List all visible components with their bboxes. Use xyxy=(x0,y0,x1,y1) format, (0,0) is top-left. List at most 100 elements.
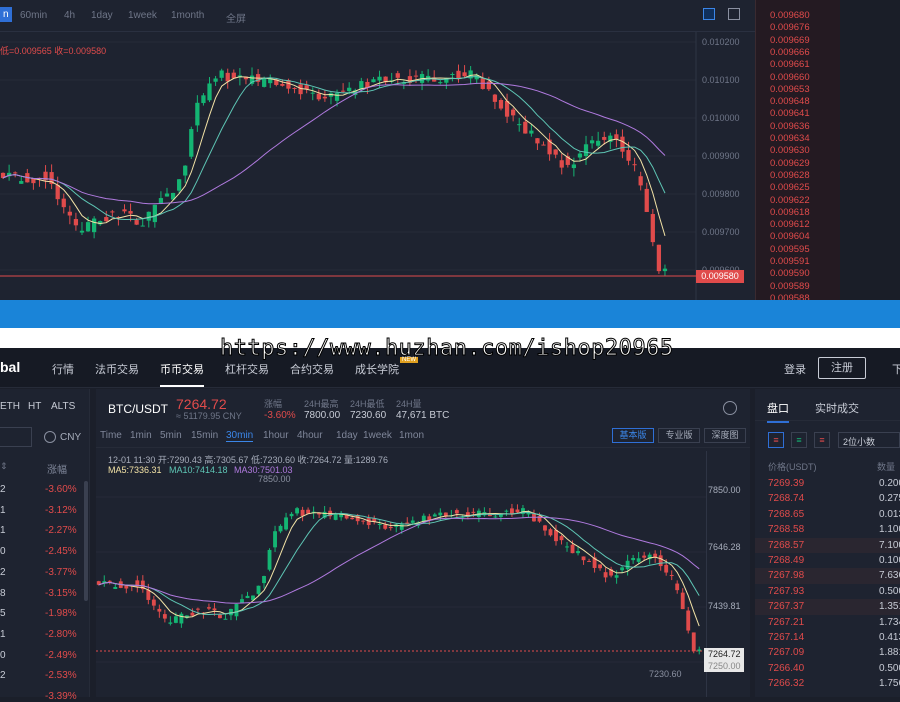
tab-orderbook[interactable]: 盘口 xyxy=(767,400,789,423)
ask-row[interactable]: 7268.58 1.100 xyxy=(755,522,900,537)
candle-body xyxy=(471,511,476,513)
market-row-left[interactable]: 2 xyxy=(0,566,6,578)
bars-icon[interactable] xyxy=(728,8,740,20)
tf-1min[interactable]: 1min xyxy=(130,430,152,441)
tf-1hour[interactable]: 1hour xyxy=(263,430,289,441)
market-row-left[interactable]: 1 xyxy=(0,525,6,537)
tf-1day[interactable]: 1day xyxy=(91,10,113,21)
market-row-left[interactable]: 5 xyxy=(0,608,6,620)
candle-body xyxy=(73,219,79,226)
view-asks-icon[interactable]: ≡ xyxy=(814,432,830,448)
ask-row[interactable]: 7267.98 7.636 xyxy=(755,568,900,584)
nav-fiat[interactable]: 法币交易 xyxy=(95,364,139,376)
tf-4hour[interactable]: 4hour xyxy=(297,430,323,441)
candle-body xyxy=(140,225,145,227)
ask-price: 7268.58 xyxy=(768,524,805,536)
ask-row[interactable]: 7266.32 1.756 xyxy=(755,676,900,691)
view-both-icon[interactable]: ≡ xyxy=(768,432,784,448)
candle-body xyxy=(462,72,467,77)
ask-amount: 7.636 xyxy=(879,570,900,582)
ask-row[interactable]: 7268.49 0.100 xyxy=(755,553,900,568)
tab-ht[interactable]: HT xyxy=(28,401,42,412)
hide-eye-icon[interactable] xyxy=(723,401,737,415)
candle-body xyxy=(359,81,364,90)
candle-body xyxy=(49,172,54,185)
ask-row[interactable]: 7267.21 1.734 xyxy=(755,615,900,630)
tf-1day[interactable]: 1day xyxy=(336,430,358,441)
market-row-left[interactable]: 1 xyxy=(0,628,6,640)
candle-body xyxy=(636,558,641,562)
candle-body xyxy=(267,549,272,570)
candle-body xyxy=(405,522,410,524)
tf-1mon[interactable]: 1mon xyxy=(399,430,425,441)
tf-1week[interactable]: 1week xyxy=(363,430,392,441)
nav-academy[interactable]: 成长学院 xyxy=(355,364,399,376)
market-search-input[interactable] xyxy=(0,427,32,447)
orderbook-tabs xyxy=(755,393,900,421)
market-row-left[interactable]: 8 xyxy=(0,587,6,599)
tf-active[interactable]: n xyxy=(0,7,12,22)
tf-1month[interactable]: 1month xyxy=(171,10,205,21)
mode-1[interactable]: 专业版 xyxy=(658,428,700,443)
chart-icon[interactable] xyxy=(703,8,715,20)
nav-margin[interactable]: 杠杆交易 xyxy=(225,364,269,376)
tab-alts[interactable]: ALTS xyxy=(51,401,76,412)
ask-row[interactable]: 7267.93 0.500 xyxy=(755,584,900,599)
login-link[interactable]: 登录 xyxy=(784,364,806,376)
decimals-select[interactable]: 2位小数 xyxy=(838,432,900,448)
tf-fullscreen[interactable]: 全屏 xyxy=(226,14,246,25)
nav-futures[interactable]: 合约交易 xyxy=(290,364,334,376)
top-y-tick: 0.010100 xyxy=(702,75,740,85)
change-header[interactable]: 涨幅 xyxy=(47,465,67,476)
sort-icon[interactable]: ⇕ xyxy=(0,461,8,471)
tf-30min[interactable]: 30min xyxy=(226,430,254,442)
mode-2[interactable]: 深度图 xyxy=(704,428,746,443)
ask-amount: 0.275 xyxy=(879,493,900,505)
ask-row[interactable]: 7267.09 1.881 xyxy=(755,645,900,660)
ask-amount: 0.500 xyxy=(879,662,900,674)
mode-0[interactable]: 基本版 xyxy=(612,428,654,443)
candle-body xyxy=(231,72,236,79)
market-list: ETH HT ALTS CNY ⇕ 涨幅 2 -3.60% 1 -3.12% 1 -2.2… xyxy=(0,389,90,702)
ask-row[interactable]: 7267.37 1.351 xyxy=(755,599,900,615)
market-row-left[interactable]: 0 xyxy=(0,546,6,558)
candle-body xyxy=(565,546,569,548)
market-row-left[interactable]: 2 xyxy=(0,670,6,682)
candle-body xyxy=(286,80,291,89)
register-button[interactable]: 注册 xyxy=(818,357,866,379)
candle-body xyxy=(581,556,586,561)
tf-60min[interactable]: 60min xyxy=(20,10,48,21)
ask-row[interactable]: 7267.14 0.413 xyxy=(755,630,900,645)
nav-more[interactable]: 下 xyxy=(892,364,900,376)
candle-body xyxy=(284,517,288,530)
tf-1week[interactable]: 1week xyxy=(128,10,157,21)
market-row-left[interactable]: 2 xyxy=(0,484,6,495)
tf-15min[interactable]: 15min xyxy=(191,430,219,441)
top-ob-price: 0.009661 xyxy=(770,59,810,71)
tf-4h[interactable]: 4h xyxy=(64,10,76,21)
brand-logo[interactable]: bal xyxy=(0,359,21,375)
ask-row[interactable]: 7268.57 7.100 xyxy=(755,537,900,553)
market-scrollbar[interactable] xyxy=(84,481,88,601)
nav-spot[interactable]: 币币交易 xyxy=(160,361,204,387)
watermark: https://www.huzhan.com/ishop20965 xyxy=(220,336,674,362)
market-row-left[interactable]: 1 xyxy=(0,504,6,516)
candle-body xyxy=(207,607,211,609)
ask-amount: 0.500 xyxy=(879,585,900,597)
tf-5min[interactable]: 5min xyxy=(160,430,182,441)
nav-markets[interactable]: 行情 xyxy=(52,364,74,376)
tab-trades[interactable]: 实时成交 xyxy=(815,403,859,415)
ask-amount: 0.013 xyxy=(879,508,900,520)
currency-toggle-icon[interactable] xyxy=(44,431,56,443)
tab-eth[interactable]: ETH xyxy=(0,401,20,412)
ask-row[interactable]: 7269.39 0.200 xyxy=(755,476,900,491)
tf-Time[interactable]: Time xyxy=(100,430,122,441)
ask-row[interactable]: 7266.40 0.500 xyxy=(755,661,900,676)
ask-row[interactable]: 7268.65 0.013 xyxy=(755,507,900,522)
market-row-left[interactable]: 0 xyxy=(0,649,6,661)
ask-row[interactable]: 7268.74 0.275 xyxy=(755,491,900,506)
market-row-change: -2.45% xyxy=(45,546,77,558)
view-bids-icon[interactable]: ≡ xyxy=(791,432,807,448)
ma-line xyxy=(2,74,666,237)
main-candle-chart[interactable] xyxy=(96,477,750,697)
